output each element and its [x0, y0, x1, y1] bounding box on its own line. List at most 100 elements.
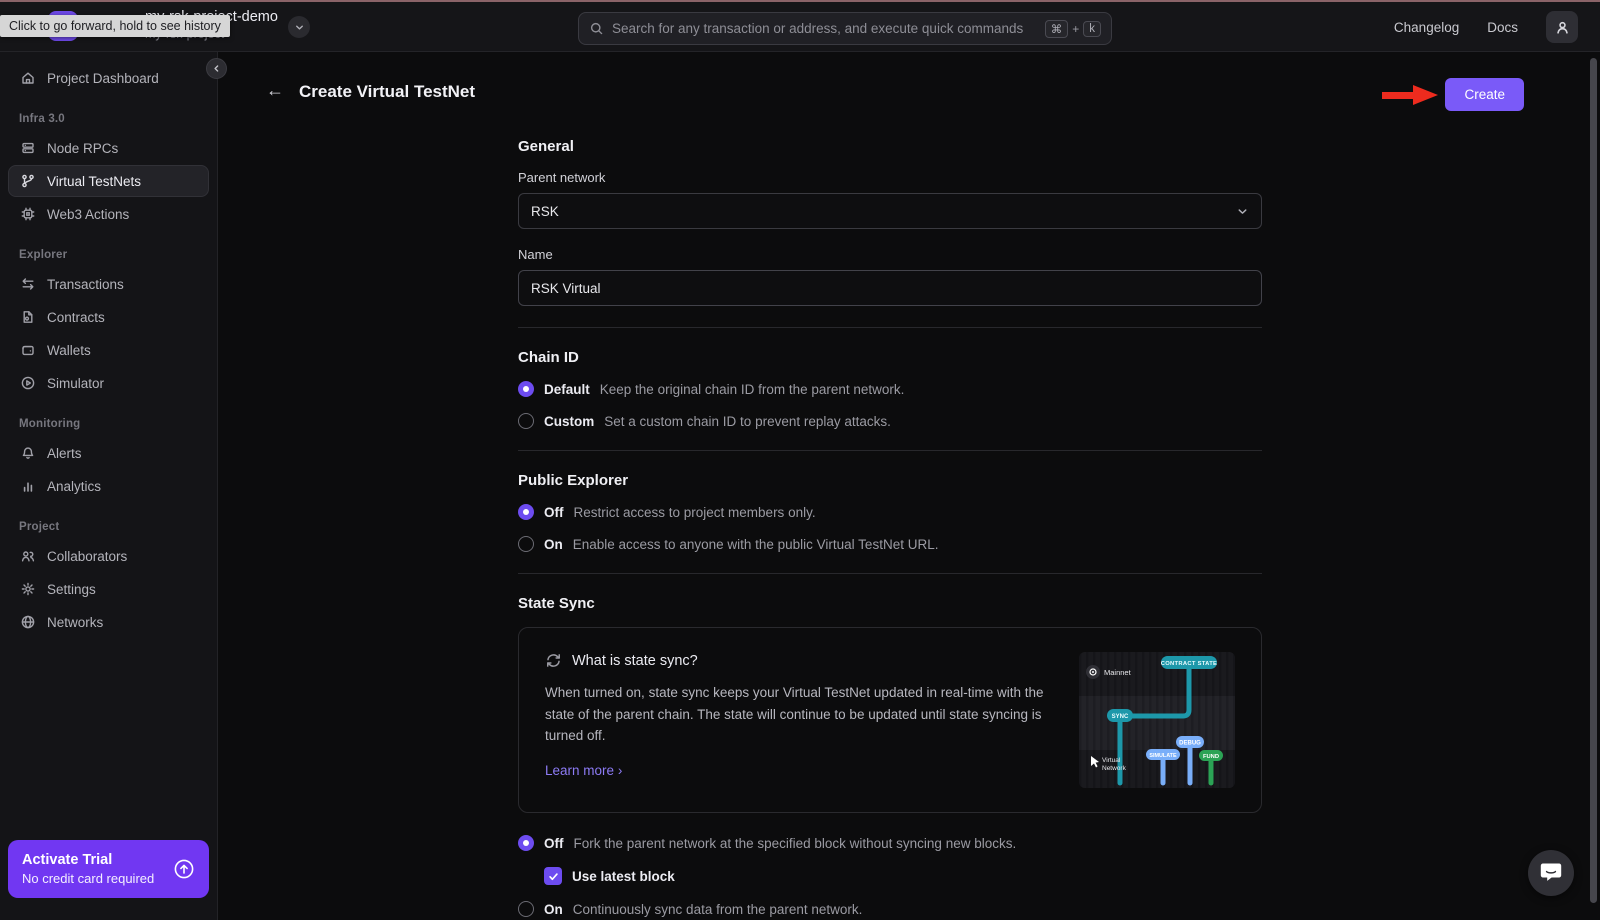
- swap-arrows-icon: [20, 276, 36, 292]
- people-icon: [20, 548, 36, 564]
- virtual-network-label-2: Network: [1102, 765, 1127, 772]
- state-sync-description: When turned on, state sync keeps your Vi…: [545, 685, 1044, 744]
- sidebar-collapse-button[interactable]: [206, 58, 227, 79]
- section-chain-id: Chain ID Default Keep the original chain…: [518, 349, 1262, 429]
- page-title: Create Virtual TestNet: [299, 82, 476, 101]
- state-sync-question: What is state sync?: [572, 652, 698, 669]
- globe-icon: [20, 614, 36, 630]
- sidebar-item-alerts[interactable]: Alerts: [8, 437, 209, 469]
- sidebar-item-settings[interactable]: Settings: [8, 573, 209, 605]
- plus-sign: +: [1072, 21, 1080, 36]
- radio-selected[interactable]: [518, 504, 534, 520]
- search-input[interactable]: [612, 21, 1037, 36]
- git-branch-icon: [20, 173, 36, 189]
- sidebar-item-label: Transactions: [47, 276, 124, 292]
- search-icon: [589, 21, 604, 36]
- page-scrollbar[interactable]: [1590, 58, 1597, 903]
- sidebar-item-contracts[interactable]: Contracts: [8, 301, 209, 333]
- chain-id-option-default[interactable]: Default Keep the original chain ID from …: [518, 381, 1262, 397]
- option-description: Fork the parent network at the specified…: [573, 835, 1017, 851]
- server-icon: [20, 140, 36, 156]
- checkbox-checked[interactable]: [544, 867, 562, 885]
- window-top-edge: [0, 0, 1600, 2]
- project-chevron-button[interactable]: [288, 16, 310, 38]
- option-label: On: [544, 536, 563, 552]
- sidebar-section-explorer: Explorer: [19, 249, 68, 261]
- name-label: Name: [518, 247, 553, 262]
- sidebar-item-networks[interactable]: Networks: [8, 606, 209, 638]
- bell-icon: [20, 445, 36, 461]
- name-input[interactable]: [518, 270, 1262, 306]
- sidebar-item-collaborators[interactable]: Collaborators: [8, 540, 209, 572]
- public-explorer-option-on[interactable]: On Enable access to anyone with the publ…: [518, 536, 1262, 552]
- state-sync-option-on[interactable]: On Continuously sync data from the paren…: [518, 901, 1262, 917]
- chevron-down-icon: [294, 22, 305, 33]
- sidebar-item-wallets[interactable]: Wallets: [8, 334, 209, 366]
- state-sync-option-off[interactable]: Off Fork the parent network at the speci…: [518, 835, 1262, 851]
- support-chat-button[interactable]: [1528, 850, 1574, 896]
- state-sync-heading: State Sync: [518, 595, 595, 612]
- sidebar-item-virtual-testnets[interactable]: Virtual TestNets: [8, 165, 209, 197]
- simulate-badge: [1146, 749, 1180, 760]
- section-public-explorer: Public Explorer Off Restrict access to p…: [518, 472, 1262, 552]
- parent-network-value: RSK: [531, 203, 559, 219]
- account-button[interactable]: [1546, 11, 1578, 43]
- option-description: Enable access to anyone with the public …: [572, 536, 939, 552]
- state-sync-info-text: What is state sync? When turned on, stat…: [545, 652, 1053, 778]
- sidebar-item-node-rpcs[interactable]: Node RPCs: [8, 132, 209, 164]
- annotation-red-arrow: [1382, 85, 1438, 105]
- chevron-right-icon: ›: [617, 762, 623, 778]
- sidebar-item-simulator[interactable]: Simulator: [8, 367, 209, 399]
- sync-badge-label: SYNC: [1112, 714, 1129, 720]
- radio-selected[interactable]: [518, 835, 534, 851]
- use-latest-block-row[interactable]: Use latest block: [544, 867, 1262, 885]
- chat-bubble-icon: [1539, 862, 1563, 884]
- option-label: On: [544, 901, 563, 917]
- k-key: k: [1083, 20, 1101, 37]
- trial-subtitle: No credit card required: [22, 871, 155, 886]
- sidebar-item-label: Settings: [47, 581, 96, 597]
- parent-network-select[interactable]: RSK: [518, 193, 1262, 229]
- history-tooltip: Click to go forward, hold to see history: [0, 15, 230, 37]
- chain-id-option-custom[interactable]: Custom Set a custom chain ID to prevent …: [518, 413, 1262, 429]
- public-explorer-heading: Public Explorer: [518, 472, 629, 489]
- sidebar-item-web3-actions[interactable]: Web3 Actions: [8, 198, 209, 230]
- debug-badge: [1176, 736, 1204, 748]
- cursor-icon: [1091, 756, 1099, 768]
- sync-badge: [1107, 709, 1133, 722]
- document-icon: [20, 309, 36, 325]
- option-label: Default: [544, 381, 590, 397]
- sidebar-item-label: Networks: [47, 614, 104, 630]
- sidebar-item-analytics[interactable]: Analytics: [8, 470, 209, 502]
- option-description: Keep the original chain ID from the pare…: [599, 381, 905, 397]
- user-icon: [1554, 19, 1571, 36]
- sidebar-item-project-dashboard[interactable]: Project Dashboard: [8, 62, 209, 94]
- red-arrow-head: [1413, 85, 1438, 105]
- changelog-link[interactable]: Changelog: [1393, 19, 1460, 35]
- activate-trial-banner[interactable]: Activate Trial No credit card required: [8, 840, 209, 898]
- learn-more-link[interactable]: Learn more ›: [545, 763, 622, 778]
- sidebar-item-transactions[interactable]: Transactions: [8, 268, 209, 300]
- back-button[interactable]: ←: [266, 80, 284, 100]
- radio-unselected[interactable]: [518, 901, 534, 917]
- play-circle-icon: [20, 375, 36, 391]
- create-button[interactable]: Create: [1445, 78, 1524, 111]
- docs-link[interactable]: Docs: [1487, 19, 1518, 35]
- section-general: General Parent network RSK Name: [518, 138, 1262, 306]
- option-label: Off: [544, 504, 564, 520]
- sidebar: Project Dashboard Infra 3.0 Node RPCs Vi…: [0, 52, 218, 920]
- red-arrow-tail: [1382, 92, 1414, 99]
- sidebar-item-label: Virtual TestNets: [47, 173, 142, 189]
- global-search[interactable]: ⌘ + k: [578, 12, 1112, 45]
- sidebar-item-label: Analytics: [47, 478, 102, 494]
- sidebar-item-label: Collaborators: [47, 548, 128, 564]
- divider: [518, 450, 1262, 451]
- radio-unselected[interactable]: [518, 413, 534, 429]
- radio-unselected[interactable]: [518, 536, 534, 552]
- virtual-network-label-1: Virtual: [1102, 757, 1121, 764]
- main-content: ← Create Virtual TestNet Create General …: [218, 52, 1600, 920]
- public-explorer-option-off[interactable]: Off Restrict access to project members o…: [518, 504, 1262, 520]
- radio-selected[interactable]: [518, 381, 534, 397]
- fund-badge-label: FUND: [1203, 754, 1219, 760]
- parent-network-label: Parent network: [518, 170, 606, 185]
